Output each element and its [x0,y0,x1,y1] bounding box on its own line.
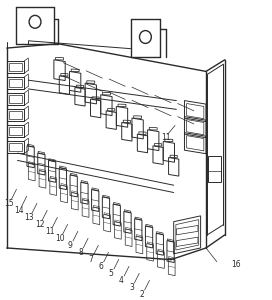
Bar [7,141,24,153]
Text: 14: 14 [14,206,24,215]
Text: 2: 2 [140,290,144,299]
Text: 9: 9 [68,241,73,250]
Text: 4: 4 [119,276,124,285]
Text: 15: 15 [4,199,14,208]
Bar [7,93,24,105]
Bar [10,143,21,152]
Bar [7,125,24,137]
Text: 13: 13 [24,213,34,222]
Bar [7,77,24,89]
Bar [10,111,21,119]
Bar [208,156,221,182]
Bar [7,61,24,73]
Text: 7: 7 [88,255,93,264]
Text: 3: 3 [129,283,134,292]
Bar [10,95,21,103]
Text: 11: 11 [162,133,171,142]
Bar [7,109,24,121]
Text: 11: 11 [45,227,55,236]
Bar [10,127,21,135]
Text: 16: 16 [231,260,241,269]
Text: 12: 12 [35,220,44,229]
Text: 10: 10 [55,234,65,243]
Bar [10,63,21,71]
Bar [10,79,21,87]
Text: 6: 6 [98,262,103,271]
Text: 8: 8 [78,248,83,257]
Text: 5: 5 [109,269,114,278]
